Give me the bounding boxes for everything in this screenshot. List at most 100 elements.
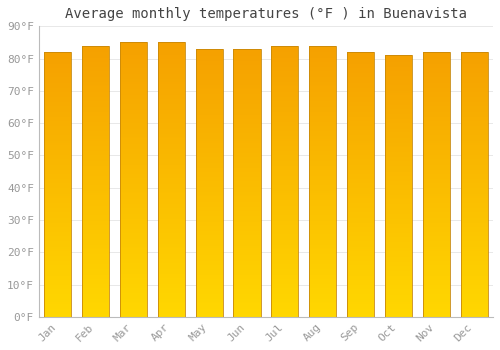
Bar [44,130,72,132]
Bar [422,68,450,69]
Bar [82,116,109,118]
Bar [422,257,450,259]
Bar [460,269,488,271]
Bar [196,216,223,218]
Bar [158,129,185,130]
Bar [271,184,298,185]
Bar [234,180,260,182]
Bar [234,160,260,161]
Bar [347,249,374,251]
Bar [158,289,185,291]
Bar [82,259,109,260]
Bar [309,130,336,131]
Bar [44,52,72,317]
Bar [347,77,374,78]
Bar [158,125,185,126]
Bar [422,166,450,167]
Bar [82,256,109,257]
Bar [309,90,336,92]
Bar [460,249,488,251]
Bar [158,77,185,78]
Bar [44,154,72,155]
Bar [120,206,147,207]
Bar [120,292,147,294]
Bar [460,85,488,86]
Bar [196,242,223,243]
Bar [422,170,450,171]
Bar [347,186,374,187]
Bar [422,277,450,278]
Bar [460,159,488,161]
Bar [309,94,336,96]
Bar [196,183,223,184]
Bar [196,61,223,62]
Bar [460,202,488,203]
Bar [309,146,336,147]
Bar [234,216,260,218]
Bar [196,220,223,222]
Bar [460,178,488,179]
Bar [196,200,223,202]
Bar [460,298,488,300]
Bar [309,229,336,230]
Bar [44,166,72,167]
Bar [234,62,260,64]
Bar [82,143,109,145]
Bar [385,132,412,134]
Bar [271,127,298,128]
Bar [422,237,450,239]
Bar [309,136,336,138]
Bar [82,92,109,93]
Bar [44,129,72,130]
Bar [385,197,412,198]
Bar [82,203,109,204]
Bar [158,241,185,243]
Bar [309,294,336,295]
Bar [234,85,260,86]
Bar [234,297,260,298]
Bar [44,83,72,84]
Bar [120,66,147,67]
Bar [271,220,298,222]
Bar [158,257,185,258]
Bar [120,136,147,137]
Bar [271,100,298,101]
Bar [44,71,72,72]
Bar [347,96,374,97]
Bar [460,289,488,290]
Bar [234,168,260,169]
Bar [385,117,412,118]
Bar [158,79,185,81]
Bar [271,206,298,207]
Bar [271,84,298,85]
Bar [309,52,336,54]
Bar [44,243,72,244]
Bar [44,73,72,75]
Bar [460,240,488,241]
Bar [271,50,298,51]
Bar [460,145,488,146]
Bar [385,119,412,121]
Bar [422,122,450,124]
Bar [158,137,185,139]
Bar [347,207,374,208]
Bar [44,207,72,208]
Bar [44,264,72,265]
Bar [422,97,450,98]
Bar [82,119,109,120]
Bar [158,140,185,141]
Bar [347,289,374,290]
Bar [120,88,147,89]
Bar [385,220,412,221]
Bar [460,142,488,144]
Bar [422,187,450,188]
Bar [158,315,185,317]
Bar [309,127,336,128]
Bar [422,138,450,139]
Bar [385,112,412,113]
Bar [271,130,298,131]
Bar [120,314,147,315]
Bar [460,113,488,114]
Bar [82,104,109,105]
Bar [309,176,336,177]
